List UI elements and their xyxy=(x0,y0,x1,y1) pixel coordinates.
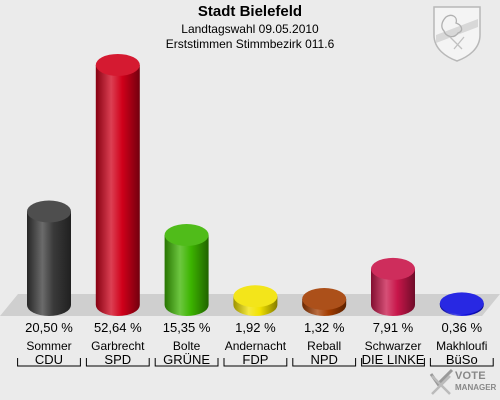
category-bracket xyxy=(223,358,288,367)
chart-title: Stadt Bielefeld xyxy=(197,3,303,20)
candidate-label: Schwarzer xyxy=(365,339,422,353)
bar-top xyxy=(164,224,209,247)
bar-spd xyxy=(95,53,140,316)
bar-fdp xyxy=(233,285,278,316)
watermark-vote: VOTE xyxy=(455,370,486,382)
bar-npd xyxy=(302,287,347,316)
value-label: 1,92 % xyxy=(235,320,276,335)
bar-top xyxy=(233,285,278,308)
value-label: 7,91 % xyxy=(373,320,414,335)
chart-subtitle-district: Erststimmen Stimmbezirk 011.6 xyxy=(165,37,335,51)
candidate-label: Andernacht xyxy=(225,339,287,353)
bar-grüne xyxy=(164,224,209,316)
category-bracket xyxy=(429,358,494,367)
category-tick-label: BüSo xyxy=(446,352,478,367)
candidate-label: Reball xyxy=(307,339,341,353)
category-tick-label: DIE LINKE xyxy=(362,352,425,367)
bar-top xyxy=(95,53,140,76)
value-label: 20,50 % xyxy=(25,320,73,335)
category-bracket xyxy=(154,358,219,367)
bar-top xyxy=(439,292,484,315)
vote-manager-logo-icon xyxy=(429,368,454,395)
bar-top xyxy=(371,257,415,280)
bar-cdu xyxy=(27,200,71,316)
coat-of-arms-icon xyxy=(433,6,481,62)
bar-top xyxy=(27,200,71,223)
value-label: 15,35 % xyxy=(163,320,211,335)
bar-body xyxy=(371,268,415,316)
value-label: 0,36 % xyxy=(442,320,483,335)
category-tick-label: CDU xyxy=(35,352,63,367)
bar-büso xyxy=(439,292,484,316)
category-bracket xyxy=(292,358,357,367)
category-tick-label: NPD xyxy=(310,352,337,367)
category-tick-label: FDP xyxy=(242,352,268,367)
category-bracket xyxy=(361,358,425,367)
value-label: 1,32 % xyxy=(304,320,345,335)
category-tick-label: SPD xyxy=(104,352,131,367)
watermark-manager: MANAGER xyxy=(455,383,497,392)
category-bracket xyxy=(85,358,150,367)
bar-body xyxy=(164,235,209,316)
category-bracket xyxy=(17,358,81,367)
chart-subtitle-election: Landtagswahl 09.05.2010 xyxy=(181,22,319,36)
value-label: 52,64 % xyxy=(94,320,142,335)
candidate-label: Bolte xyxy=(173,339,201,353)
candidate-label: Sommer xyxy=(26,339,71,353)
bar-body xyxy=(27,211,71,316)
bar-die-linke xyxy=(371,257,415,316)
category-tick-label: GRÜNE xyxy=(163,352,210,367)
bars-group xyxy=(27,53,484,316)
candidate-label: Makhloufi xyxy=(436,339,487,353)
candidate-label: Garbrecht xyxy=(91,339,145,353)
bar-body xyxy=(95,64,140,316)
bar-top xyxy=(302,287,347,310)
